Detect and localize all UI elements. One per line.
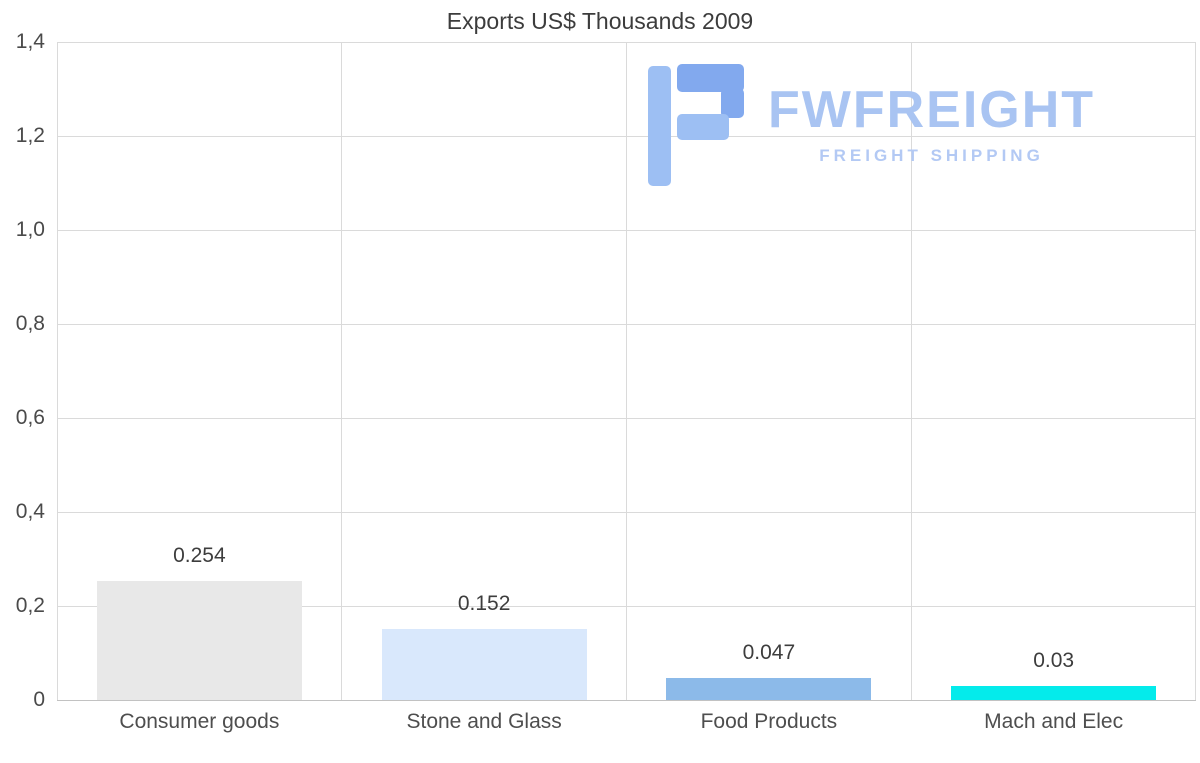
fwfreight-logo-icon: [648, 64, 744, 186]
watermark: FWFREIGHT FREIGHT SHIPPING: [648, 64, 1095, 186]
x-grid-line: [910, 42, 912, 700]
watermark-brand: FWFREIGHT: [768, 81, 1096, 139]
x-grid-line: [626, 42, 627, 700]
y-tick-label: 0,6: [15, 406, 45, 429]
bar: [381, 628, 587, 700]
watermark-text: FWFREIGHT FREIGHT SHIPPING: [768, 84, 1095, 166]
x-category-label: Stone and Glass: [406, 710, 562, 733]
bar-value-label: 0.047: [742, 640, 796, 664]
y-tick-label: 1,4: [15, 30, 45, 53]
x-category-label: Food Products: [700, 710, 838, 733]
y-tick-label: 0,4: [15, 500, 45, 523]
y-grid-line: [57, 699, 1196, 701]
y-tick-label: 0,2: [15, 594, 45, 617]
watermark-tagline: FREIGHT SHIPPING: [819, 146, 1044, 165]
y-tick-label: 0,8: [15, 312, 45, 335]
x-grid-line: [56, 42, 58, 700]
y-tick-label: 1,0: [15, 218, 45, 241]
bar: [666, 677, 872, 700]
bar-value-label: 0.254: [173, 543, 226, 567]
bar-value-label: 0.152: [457, 591, 511, 615]
y-tick-label: 0: [33, 688, 45, 711]
bar: [951, 685, 1157, 700]
chart-title: Exports US$ Thousands 2009: [446, 8, 754, 34]
bar: [96, 580, 302, 700]
x-category-label: Consumer goods: [119, 710, 280, 733]
bar-value-label: 0.03: [1033, 648, 1075, 672]
x-grid-line: [341, 42, 343, 700]
x-category-label: Mach and Elec: [984, 710, 1124, 733]
y-tick-label: 1,2: [15, 124, 45, 147]
x-grid-line: [1194, 42, 1196, 700]
